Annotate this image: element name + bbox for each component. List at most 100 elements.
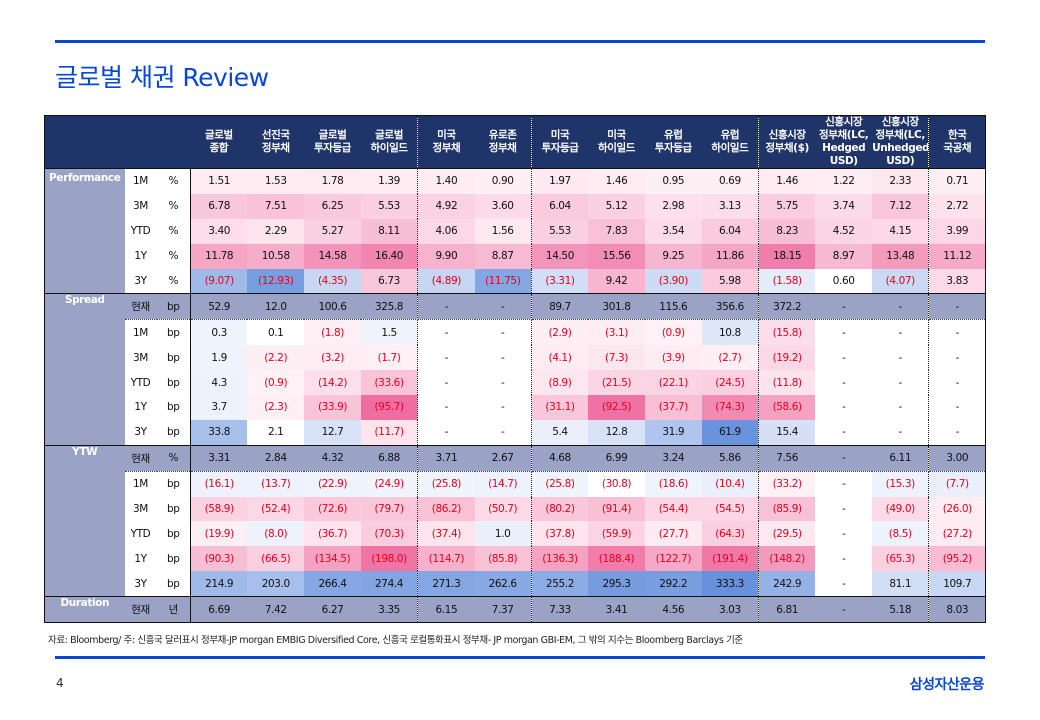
value-cell: (31.1) (531, 395, 589, 420)
bond-review-table: 글로벌 종합 선진국 정부채 글로벌 투자등급 글로벌 하이일드 미국 정부채 유로존 정부채 미국 투자… (44, 115, 987, 624)
value-cell: 3.13 (701, 193, 759, 219)
value-cell: 9.90 (417, 243, 475, 269)
value-cell: 3.35 (360, 596, 419, 624)
value-cell: 274.4 (360, 571, 419, 597)
table-row: 1M bp 0.3 0.1 (1.8) 1.5- - (2.9) (3.1) (0.9) 10.8(… (45, 319, 986, 346)
value-cell: (14.7) (474, 471, 532, 497)
value-cell: 8.23 (758, 218, 816, 244)
value-cell: 6.88 (360, 444, 419, 472)
value-cell: (191.4) (701, 546, 759, 572)
value-cell: 115.6 (644, 293, 702, 321)
value-cell: 6.04 (701, 218, 759, 244)
value-cell: (52.4) (247, 496, 305, 522)
value-cell: (4.35) (304, 268, 361, 294)
source-note: 자료: Bloomberg/ 주: 신흥국 달러표시 정부채-JP morgan… (48, 635, 743, 646)
value-cell: 89.7 (531, 293, 589, 321)
table-row: 1M bp (16.1) (13.7) (22.9) (24.9) (25.8) (14.7)… (45, 471, 986, 497)
value-cell: (85.8) (474, 546, 532, 572)
value-cell: (74.3) (701, 395, 759, 420)
unit-label: % (156, 268, 192, 294)
column-header: 글로벌 투자등급 (304, 115, 361, 169)
value-cell: - (872, 370, 930, 396)
value-cell: (15.3) (872, 471, 930, 497)
period-label: 1Y (134, 552, 147, 565)
value-cell: 16.40 (360, 243, 419, 269)
value-cell: - (815, 496, 873, 522)
value-cell: (25.8) (417, 471, 475, 497)
value-cell: 6.78 (190, 193, 248, 219)
value-cell: 1.46 (758, 167, 816, 194)
value-cell: (90.3) (190, 546, 248, 572)
unit-label: % (156, 167, 192, 194)
value-cell: - (872, 293, 930, 321)
value-cell: - (474, 319, 532, 346)
value-cell: - (815, 471, 873, 497)
value-cell: 2.67 (474, 444, 532, 472)
value-cell: 5.75 (758, 193, 816, 219)
value-cell: - (417, 293, 475, 321)
value-cell: (9.07) (190, 268, 248, 294)
value-cell: (3.1) (588, 319, 645, 346)
value-cell: - (928, 419, 986, 446)
value-cell: (1.58) (758, 268, 816, 294)
value-cell: - (815, 293, 873, 321)
page-title: 글로벌 채권 Review (55, 63, 269, 92)
unit-label: bp (156, 471, 192, 497)
period-label: 3Y (134, 577, 147, 590)
value-cell: 11.86 (701, 243, 759, 269)
unit-label: bp (156, 370, 192, 396)
value-cell: (2.9) (531, 319, 589, 346)
period-label: 3Y (134, 426, 147, 439)
table-row: 1Y% 11.78 10.58 14.58 16.40 9.90 8.87 14.50 15.5… (45, 243, 986, 269)
value-cell: 15.56 (588, 243, 645, 269)
value-cell: (70.3) (360, 521, 419, 547)
column-header: 유럽 하이일드 (701, 115, 759, 169)
value-cell: (10.4) (701, 471, 759, 497)
value-cell: 1.9 (190, 345, 248, 371)
value-cell: 14.58 (304, 243, 361, 269)
value-cell: (19.9) (190, 521, 248, 547)
value-cell: 4.3 (190, 370, 248, 396)
unit-label: bp (156, 521, 192, 547)
value-cell: 3.40 (190, 218, 248, 244)
bottom-rule (55, 656, 985, 659)
value-cell: 8.87 (474, 243, 532, 269)
value-cell: 8.97 (815, 243, 873, 269)
value-cell: (50.7) (474, 496, 532, 522)
table-row: 3M bp 1.9 (2.2) (3.2) (1.7) - - (4.1) (7.3) (3.9)(… (45, 345, 986, 371)
value-cell: 0.69 (701, 167, 759, 194)
value-cell: 4.92 (417, 193, 475, 219)
value-cell: (2.2) (247, 345, 305, 371)
unit-label: bp (156, 546, 192, 572)
value-cell: 10.58 (247, 243, 305, 269)
period-label: 3Y (134, 275, 147, 287)
value-cell: - (815, 319, 873, 346)
column-header: 미국 투자등급 (531, 115, 589, 169)
value-cell: 1.46 (588, 167, 645, 194)
value-cell: (11.8) (758, 370, 816, 396)
table-row: 3Y bp 33.8 2.1 12.7 (11.7) - -5.4 12.8 31.9 61.9 15… (45, 419, 986, 446)
value-cell: (4.89) (417, 268, 475, 294)
value-cell: 3.00 (928, 444, 986, 472)
value-cell: - (928, 293, 986, 321)
unit-label: % (156, 218, 192, 244)
value-cell: - (815, 395, 873, 420)
value-cell: (2.3) (247, 395, 305, 420)
column-header: 글로벌 종합 (190, 115, 248, 169)
value-cell: (33.2) (758, 471, 816, 497)
value-cell: - (928, 395, 986, 420)
period-label: 1Y (134, 250, 147, 263)
table-row: YTD% 3.40 2.29 5.27 8.11 4.06 1.56 5.53 7.83 3.54… (45, 218, 986, 244)
value-cell: (24.5) (701, 370, 759, 396)
value-cell: (27.7) (644, 521, 702, 547)
value-cell: (37.7) (644, 395, 702, 420)
period-label: 1M (124, 167, 157, 194)
section-label: Spread (44, 293, 125, 446)
value-cell: (21.5) (588, 370, 645, 396)
value-cell: (188.4) (588, 546, 645, 572)
value-cell: (72.6) (304, 496, 361, 522)
value-cell: (58.9) (190, 496, 248, 522)
value-cell: (1.8) (304, 319, 361, 346)
unit-label: bp (156, 395, 192, 420)
value-cell: 1.97 (531, 167, 589, 194)
